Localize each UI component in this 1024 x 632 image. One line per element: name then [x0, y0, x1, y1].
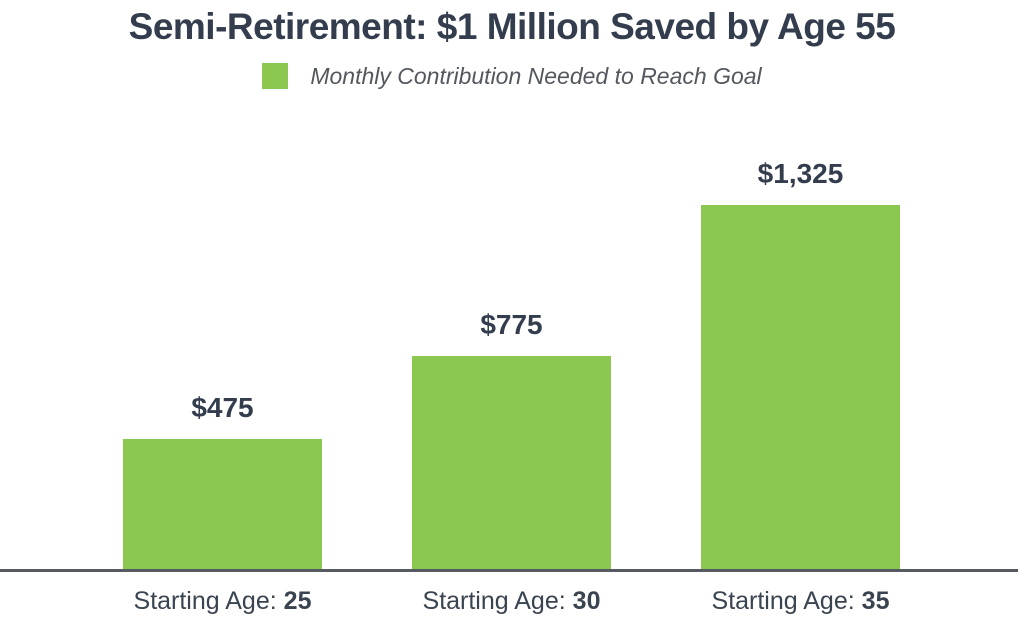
bars-row: $475 $775 $1,325 [0, 90, 1024, 569]
legend-label: Monthly Contribution Needed to Reach Goa… [310, 62, 762, 89]
bar-column: $775 [412, 308, 611, 569]
x-axis-label: Starting Age: 30 [412, 587, 611, 616]
bar-value-label: $1,325 [757, 158, 844, 189]
bar [123, 439, 322, 569]
bar-column: $1,325 [701, 157, 900, 569]
x-axis-label-prefix: Starting Age: [422, 587, 566, 615]
bar [412, 356, 611, 569]
x-axis-line [0, 569, 1018, 572]
legend: Monthly Contribution Needed to Reach Goa… [0, 62, 1024, 90]
legend-swatch-icon [262, 63, 289, 89]
x-axis-label-value: 35 [861, 587, 890, 615]
bar-value-label: $775 [480, 309, 543, 340]
x-axis-label-value: 30 [572, 587, 601, 615]
bar-chart: $475 $775 $1,325 Starting Age: 25 Starting A… [0, 90, 1024, 616]
x-axis-labels: Starting Age: 25 Starting Age: 30 Starting A… [0, 587, 1024, 616]
x-axis-label-prefix: Starting Age: [711, 587, 855, 615]
x-axis-label: Starting Age: 25 [123, 587, 322, 616]
x-axis-label-prefix: Starting Age: [133, 587, 277, 615]
x-axis-label-value: 25 [283, 587, 312, 615]
chart-title: Semi-Retirement: $1 Million Saved by Age… [128, 6, 896, 47]
x-axis-label: Starting Age: 35 [701, 587, 900, 616]
bar-column: $475 [123, 391, 322, 569]
bar [701, 205, 900, 569]
bar-value-label: $475 [191, 392, 254, 423]
